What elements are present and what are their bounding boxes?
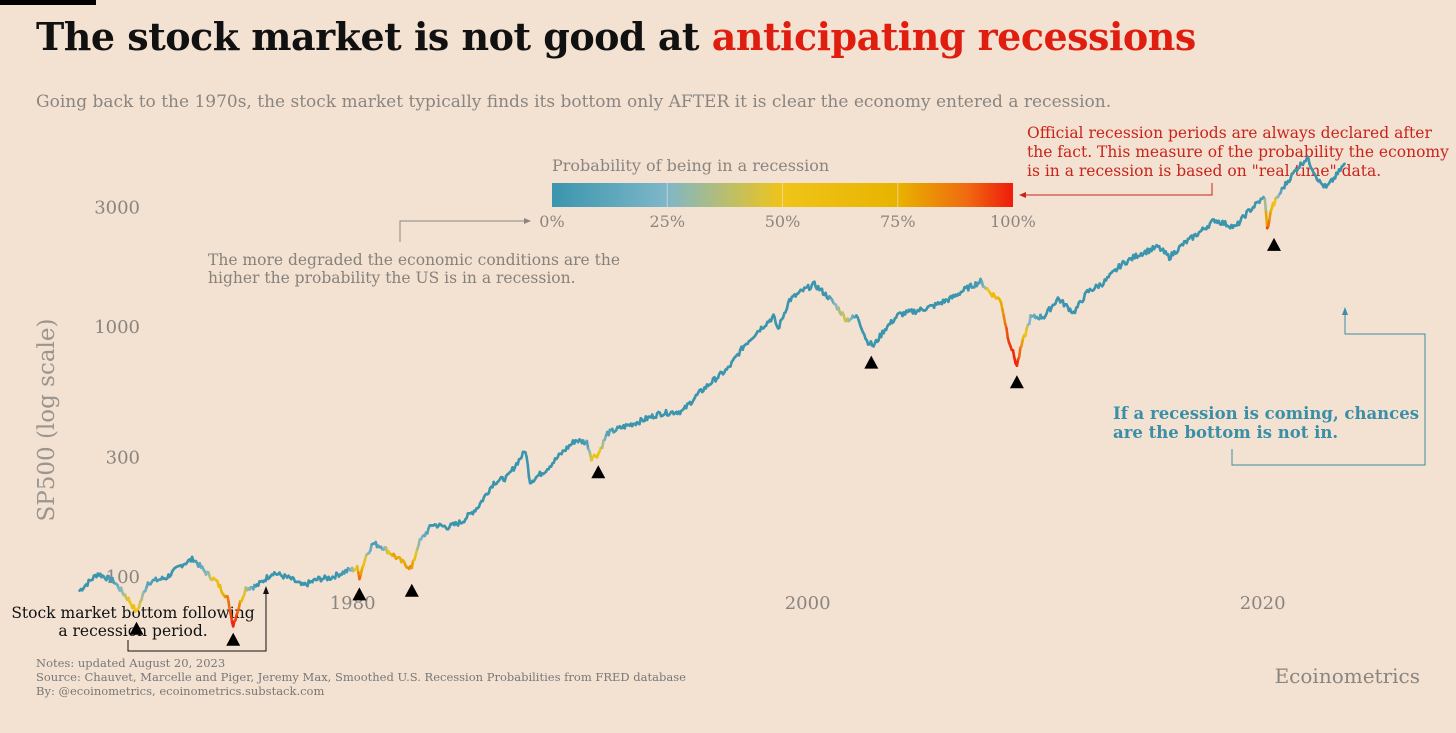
legend-tick-label: 100% — [990, 212, 1036, 231]
legend-tick-label: 25% — [649, 212, 685, 231]
bottom-marker-triangle — [1009, 375, 1024, 389]
y-tick-label: 3000 — [94, 198, 140, 219]
series-segment — [1341, 162, 1346, 167]
annotation-line: Official recession periods are always de… — [1027, 124, 1432, 142]
degraded-arrowhead — [524, 218, 531, 224]
legend-tick-label: 75% — [880, 212, 916, 231]
chart-subtitle: Going back to the 1970s, the stock marke… — [36, 92, 1112, 112]
annotation-degraded-conditions: The more degraded the economic condition… — [208, 251, 620, 287]
y-tick-label: 100 — [106, 567, 140, 588]
series-segment — [227, 600, 232, 613]
bottom-arrowhead — [263, 586, 269, 594]
bottom-markers — [129, 237, 1281, 646]
note-updated: Notes: updated August 20, 2023 — [36, 656, 226, 670]
bottom-marker-triangle — [404, 583, 419, 597]
brand-logo-text: Ecoinometrics — [1274, 664, 1420, 688]
x-tick-label: 2020 — [1240, 593, 1286, 614]
bottom-marker-triangle — [226, 632, 241, 646]
chart-title: The stock market is not good at anticipa… — [36, 14, 1196, 59]
degraded-connector — [399, 220, 525, 242]
y-axis: 100 300 1000 3000 — [94, 198, 140, 588]
y-tick-label: 1000 — [94, 317, 140, 338]
annotation-line: If a recession is coming, chances — [1113, 404, 1419, 423]
legend-ticks: 0% 25% 50% 75% 100% — [539, 183, 1036, 231]
title-main: The stock market is not good at — [36, 14, 712, 59]
y-tick-label: 300 — [106, 448, 140, 469]
coming-arrowhead — [1342, 307, 1348, 315]
official-arrowhead — [1019, 192, 1026, 198]
note-byline: By: @ecoinometrics, ecoinometrics.substa… — [36, 684, 325, 698]
annotation-line: Stock market bottom following — [11, 604, 255, 622]
x-tick-label: 2000 — [785, 593, 831, 614]
bottom-marker-triangle — [591, 465, 606, 479]
bottom-marker-triangle — [1267, 237, 1281, 251]
official-connector — [1026, 183, 1213, 196]
series-segment — [1264, 210, 1269, 230]
series-segment — [229, 613, 234, 624]
series-segment — [1263, 198, 1268, 214]
annotation-line: higher the probability the US is in a re… — [208, 269, 576, 287]
series-segment — [1005, 326, 1010, 340]
annotation-recession-coming: If a recession is coming, chances are th… — [1113, 404, 1419, 442]
legend-title: Probability of being in a recession — [552, 156, 829, 175]
annotation-line: the fact. This measure of the probabilit… — [1027, 143, 1449, 161]
annotation-line: The more degraded the economic condition… — [208, 251, 621, 269]
bottom-marker-triangle — [352, 587, 367, 601]
legend-tick-label: 0% — [539, 212, 564, 231]
x-axis: 1980 2000 2020 — [330, 593, 1286, 614]
note-source: Source: Chauvet, Marcelle and Piger, Jer… — [36, 670, 686, 684]
sp500-series — [78, 156, 1346, 628]
legend-tick-label: 50% — [765, 212, 801, 231]
annotation-line: are the bottom is not in. — [1113, 423, 1339, 442]
series-segment — [1017, 346, 1022, 359]
top-accent-bar — [0, 0, 96, 5]
coming-connector — [1231, 314, 1426, 466]
bottom-marker-triangle — [864, 355, 879, 369]
y-axis-label: SP500 (log scale) — [34, 319, 60, 522]
bottom-marker-triangle — [129, 621, 144, 635]
x-tick-label: 1980 — [330, 593, 376, 614]
series-segment — [526, 463, 531, 478]
title-accent: anticipating recessions — [711, 14, 1197, 59]
bottom-connector — [127, 593, 267, 652]
notes-block: Notes: updated August 20, 2023 Source: C… — [36, 656, 686, 698]
